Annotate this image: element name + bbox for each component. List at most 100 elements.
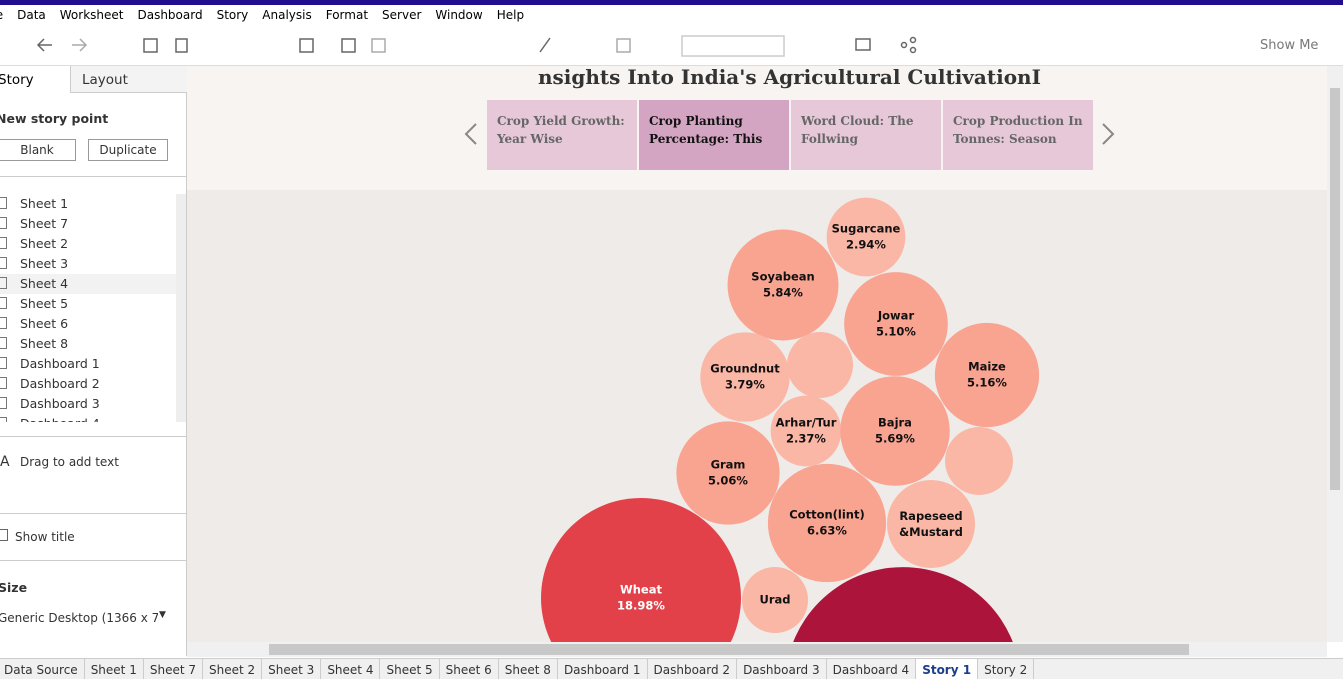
story-point[interactable]: Crop Planting Percentage: This xyxy=(639,100,789,170)
section-heading: New story point xyxy=(0,111,109,126)
story-point[interactable]: Word Cloud: The Follwing xyxy=(791,100,941,170)
story-tab[interactable]: Story xyxy=(0,72,34,88)
sheet-item[interactable]: Sheet 1 xyxy=(0,194,176,214)
size-dropdown[interactable]: Generic Desktop (1366 x 76... xyxy=(0,611,158,625)
bubble-label: Sugarcane xyxy=(832,222,901,236)
show-me-button[interactable]: Show Me xyxy=(1260,38,1319,53)
bubble-label: Rapeseed &Mustard xyxy=(899,509,963,539)
sheet-tab[interactable]: Data Source xyxy=(0,659,85,679)
bubble[interactable] xyxy=(886,479,976,569)
sheet-name: Dashboard 4 xyxy=(20,416,100,422)
bubble[interactable] xyxy=(785,567,1021,642)
sheet-name: Sheet 6 xyxy=(20,316,69,331)
bubble-value: 5.69% xyxy=(875,432,915,446)
sheet-icon xyxy=(0,337,7,349)
bubble[interactable] xyxy=(727,229,839,341)
bubble[interactable] xyxy=(541,498,741,642)
sheet-list: Sheet 1 Sheet 7 Sheet 2 Sheet 3 Sheet 4 Sheet… xyxy=(0,194,176,422)
menu-item[interactable]: Dashboard xyxy=(137,8,203,22)
bubble[interactable] xyxy=(741,566,809,634)
sheet-item[interactable]: Dashboard 1 xyxy=(0,354,176,374)
sheet-item[interactable]: Sheet 6 xyxy=(0,314,176,334)
show-title-checkbox[interactable]: Show title xyxy=(15,530,75,544)
vertical-scrollbar xyxy=(1327,66,1343,642)
sheet-tab[interactable]: Sheet 5 xyxy=(380,659,440,679)
bubble-label: Soyabean xyxy=(751,270,814,284)
bubble-label: Jowar xyxy=(877,309,915,323)
sheet-icon xyxy=(0,397,7,409)
menu-item[interactable]: File xyxy=(0,8,3,22)
bubble[interactable] xyxy=(700,332,790,422)
bubble[interactable] xyxy=(934,322,1040,428)
sheet-item[interactable]: Sheet 4 xyxy=(0,274,176,294)
bubble[interactable] xyxy=(826,197,906,277)
sheet-item[interactable]: Dashboard 2 xyxy=(0,374,176,394)
sheet-tab[interactable]: Story 2 xyxy=(978,659,1035,679)
sheet-item[interactable]: Dashboard 3 xyxy=(0,394,176,414)
sheet-name: Dashboard 3 xyxy=(20,396,100,411)
bubble[interactable] xyxy=(840,376,950,486)
sheet-icon xyxy=(0,297,7,309)
bubble-label: Bajra xyxy=(878,416,912,430)
menu-item[interactable]: Help xyxy=(496,8,525,22)
story-point[interactable]: Crop Yield Growth: Year Wise xyxy=(487,100,637,170)
bubble[interactable] xyxy=(786,331,854,399)
menu-item[interactable]: Story xyxy=(216,8,249,22)
size-heading: Size xyxy=(0,580,28,595)
sheet-tab[interactable]: Sheet 4 xyxy=(321,659,381,679)
sheet-tab[interactable]: Sheet 2 xyxy=(203,659,263,679)
sheet-tab[interactable]: Sheet 7 xyxy=(144,659,203,679)
blank-button[interactable]: Blank xyxy=(0,139,76,161)
bubble-value: 6.63% xyxy=(807,524,847,538)
sheet-item[interactable]: Sheet 2 xyxy=(0,234,176,254)
bubble-label: Arhar/Tur xyxy=(776,416,837,430)
sheet-item[interactable]: Dashboard 4 xyxy=(0,414,176,422)
sheet-tab[interactable]: Dashboard 4 xyxy=(827,659,917,679)
sheet-item[interactable]: Sheet 5 xyxy=(0,294,176,314)
bubble[interactable] xyxy=(770,395,842,467)
sheet-item[interactable]: Sheet 3 xyxy=(0,254,176,274)
sheet-tab[interactable]: Sheet 3 xyxy=(262,659,322,679)
sheet-tab[interactable]: Dashboard 1 xyxy=(558,659,648,679)
bubble-value: 5.84% xyxy=(763,286,803,300)
menu-bar: File Data Worksheet Dashboard Story Analysis F… xyxy=(0,8,538,22)
menu-item[interactable]: Format xyxy=(325,8,369,22)
sheet-tab[interactable]: Sheet 8 xyxy=(499,659,558,679)
sheet-icon xyxy=(0,317,7,329)
text-object[interactable]: Drag to add text xyxy=(20,455,119,469)
sheet-tab[interactable]: Sheet 6 xyxy=(440,659,499,679)
bubble-label: Cotton(lint) xyxy=(789,508,865,522)
sheet-name: Dashboard 2 xyxy=(20,376,100,391)
menu-item[interactable]: Window xyxy=(435,8,483,22)
story-point[interactable]: Crop Production In Tonnes: Season xyxy=(943,100,1093,170)
bubble[interactable] xyxy=(844,272,948,376)
menu-item[interactable]: Server xyxy=(382,8,422,22)
sheet-icon xyxy=(0,377,7,389)
sheet-tab[interactable]: Sheet 1 xyxy=(85,659,144,679)
duplicate-button[interactable]: Duplicate xyxy=(88,139,168,161)
title-bar xyxy=(0,0,1343,5)
sheet-icon xyxy=(0,417,7,422)
menu-item[interactable]: Analysis xyxy=(262,8,312,22)
bubble[interactable] xyxy=(676,421,780,525)
bubble-label: Urad xyxy=(759,593,790,607)
sheet-name: Sheet 8 xyxy=(20,336,69,351)
sheet-item[interactable]: Sheet 7 xyxy=(0,214,176,234)
bubble[interactable] xyxy=(767,463,887,583)
sheet-item[interactable]: Sheet 8 xyxy=(0,334,176,354)
layout-tab[interactable]: Layout xyxy=(82,72,128,88)
bubble-label: Maize xyxy=(968,360,1006,374)
sheet-tab[interactable]: Dashboard 3 xyxy=(737,659,827,679)
bubble-value: 2.37% xyxy=(786,432,826,446)
menu-item[interactable]: Worksheet xyxy=(59,8,124,22)
bubble[interactable] xyxy=(945,427,1013,495)
sheet-tab[interactable]: Dashboard 2 xyxy=(648,659,738,679)
bubble-chart: Sugarcane 2.94% Soyabean 5.84% Jowar 5.10% Mai… xyxy=(187,190,1327,642)
bubble-value: 5.06% xyxy=(708,474,748,488)
sheet-name: Sheet 2 xyxy=(20,236,69,251)
sheet-tab[interactable]: Story 1 xyxy=(916,659,979,679)
side-panel: Story Layout New story point Blank Dupli… xyxy=(0,66,187,656)
menu-item[interactable]: Data xyxy=(17,8,46,22)
